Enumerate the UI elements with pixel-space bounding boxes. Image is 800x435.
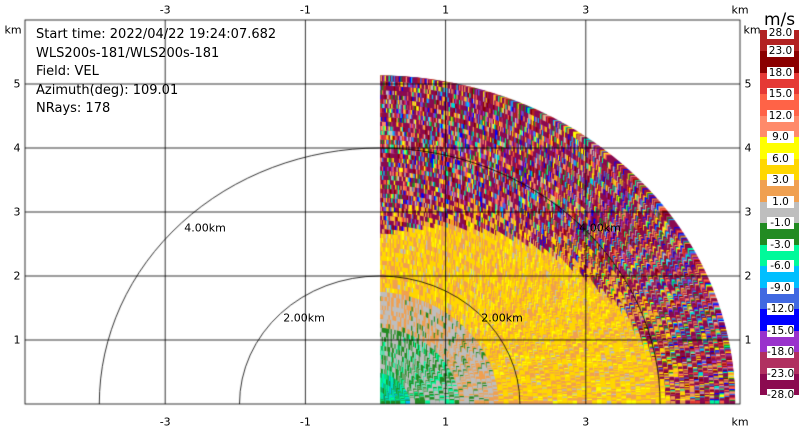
x-tick-label-bottom: 3 (582, 415, 590, 429)
colorbar-unit: m/s (764, 10, 796, 30)
y-tick-label-left: 4 (13, 141, 21, 155)
y-tick-label-left: 2 (13, 269, 21, 283)
x-axis-unit-bottom: km (731, 415, 749, 429)
colorbar-label: -15.0 (767, 324, 795, 337)
colorbar-label: -3.0 (767, 238, 794, 251)
colorbar-label: 28.0 (767, 27, 794, 39)
colorbar-label: 15.0 (767, 88, 794, 101)
range-ring-label: 2.00km (481, 311, 523, 325)
field-name: Field: VEL (36, 64, 99, 79)
y-tick-label-right: 1 (744, 333, 752, 347)
colorbar-label: -28.0 (767, 389, 795, 401)
colorbar-label: -6.0 (767, 260, 794, 273)
colorbar-label: 9.0 (767, 131, 794, 144)
colorbar-label: -9.0 (767, 281, 794, 294)
y-tick-label-left: 5 (13, 77, 21, 91)
x-tick-label-top: 1 (442, 3, 450, 17)
start-time: Start time: 2022/04/22 19:24:07.682 (36, 27, 277, 42)
y-axis-unit-right: km (743, 23, 761, 37)
azimuth: Azimuth(deg): 109.01 (36, 82, 179, 98)
x-axis-unit-top: km (731, 3, 749, 17)
colorbar-label: 18.0 (767, 66, 794, 79)
colorbar-label: -18.0 (767, 346, 795, 359)
y-tick-label-right: 4 (744, 141, 752, 155)
colorbar: 28.0 23.0 18.0 15.0 12.0 9.0 6.0 3.0 1.0 -1.0 -3.0… (760, 27, 799, 401)
colorbar-label: -1.0 (767, 217, 794, 230)
range-ring-label: 4.00km (579, 221, 621, 235)
y-axis-unit-left: km (4, 23, 22, 37)
range-ring-label: 2.00km (283, 311, 325, 325)
colorbar-label: -12.0 (767, 303, 795, 316)
y-tick-label-left: 1 (13, 333, 21, 347)
nrays: NRays: 178 (36, 101, 111, 116)
colorbar-label: 12.0 (767, 109, 794, 122)
x-tick-label-top: -1 (299, 3, 311, 17)
x-tick-label-top: -3 (159, 3, 171, 17)
instrument-name: WLS200s-181/WLS200s-181 (36, 45, 220, 61)
range-ring-label: 4.00km (184, 221, 226, 235)
colorbar-label: -23.0 (767, 367, 795, 380)
x-tick-label-top: 3 (582, 3, 590, 17)
y-tick-label-right: 3 (744, 205, 752, 219)
colorbar-label: 1.0 (767, 195, 794, 208)
y-tick-label-right: 2 (744, 269, 752, 283)
colorbar-label: 3.0 (767, 174, 794, 187)
colorbar-label: 23.0 (767, 45, 794, 58)
y-tick-label-left: 3 (13, 205, 21, 219)
y-tick-label-right: 5 (744, 77, 752, 91)
x-tick-label-bottom: -1 (299, 415, 311, 429)
info-box: Start time: 2022/04/22 19:24:07.682 WLS2… (36, 26, 276, 119)
x-tick-label-bottom: -3 (159, 415, 171, 429)
x-tick-label-bottom: 1 (442, 415, 450, 429)
colorbar-label: 6.0 (767, 152, 794, 165)
